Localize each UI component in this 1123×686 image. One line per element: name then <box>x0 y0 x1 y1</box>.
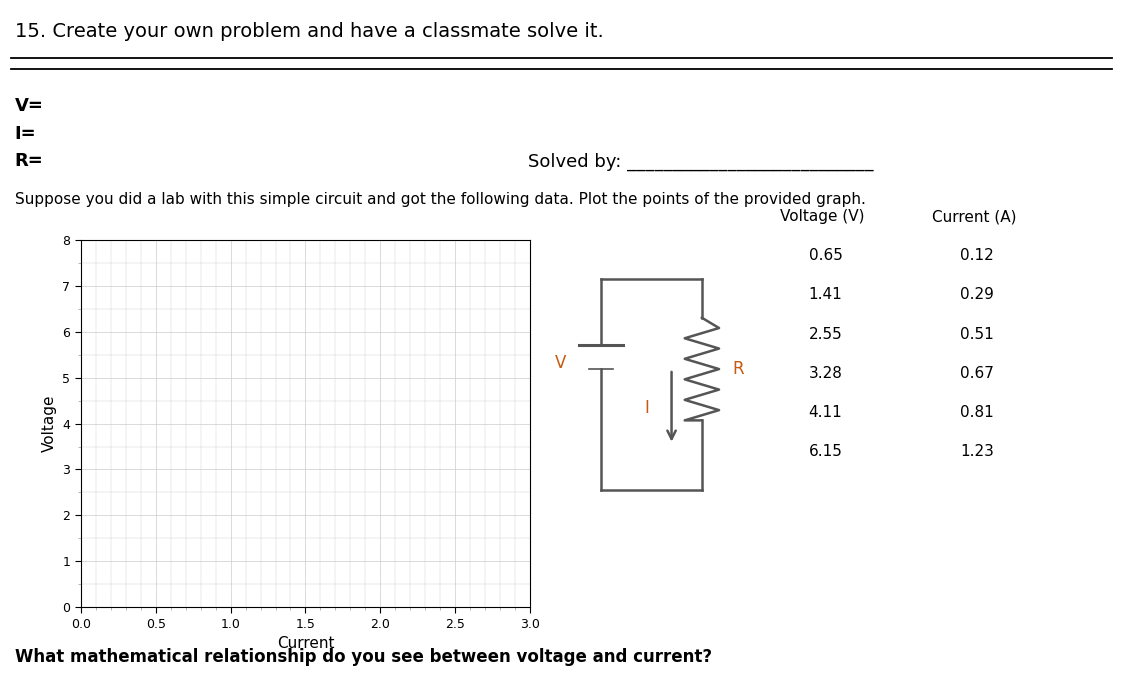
Text: I: I <box>645 399 650 417</box>
Text: 0.29: 0.29 <box>960 287 994 303</box>
Text: 3.28: 3.28 <box>809 366 842 381</box>
Text: 1.41: 1.41 <box>809 287 842 303</box>
Text: R=: R= <box>15 152 44 170</box>
Text: 0.12: 0.12 <box>960 248 994 263</box>
Y-axis label: Voltage: Voltage <box>42 395 57 452</box>
Text: 0.81: 0.81 <box>960 405 994 420</box>
Text: 0.67: 0.67 <box>960 366 994 381</box>
Text: Suppose you did a lab with this simple circuit and got the following data. Plot : Suppose you did a lab with this simple c… <box>15 192 866 207</box>
Text: R: R <box>732 360 745 378</box>
Text: V: V <box>555 354 566 372</box>
Text: 6.15: 6.15 <box>809 444 842 459</box>
Text: 15. Create your own problem and have a classmate solve it.: 15. Create your own problem and have a c… <box>15 22 603 41</box>
Text: Voltage (V): Voltage (V) <box>780 209 865 224</box>
X-axis label: Current: Current <box>276 636 335 651</box>
Text: 0.65: 0.65 <box>809 248 842 263</box>
Text: 1.23: 1.23 <box>960 444 994 459</box>
Text: I=: I= <box>15 125 36 143</box>
Text: What mathematical relationship do you see between voltage and current?: What mathematical relationship do you se… <box>15 648 712 666</box>
Text: 0.51: 0.51 <box>960 327 994 342</box>
Text: V=: V= <box>15 97 44 115</box>
Text: 2.55: 2.55 <box>809 327 842 342</box>
Text: Solved by: ___________________________: Solved by: ___________________________ <box>528 152 874 171</box>
Text: 4.11: 4.11 <box>809 405 842 420</box>
Text: Current (A): Current (A) <box>932 209 1016 224</box>
